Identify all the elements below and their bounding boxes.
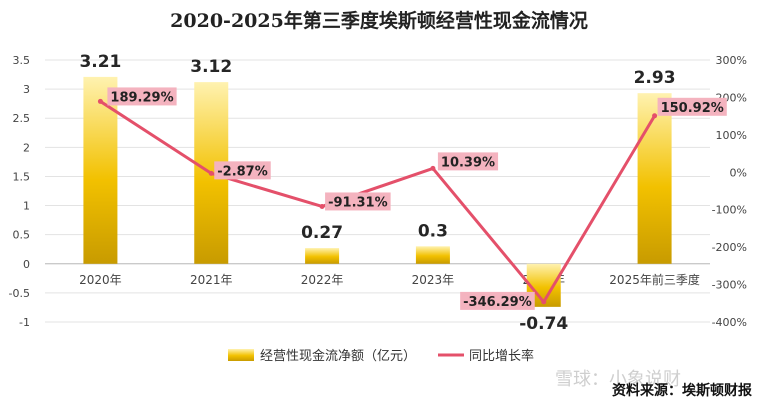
y-left-tick: 0.5 — [13, 229, 31, 242]
y-left-tick: 2 — [23, 141, 30, 154]
growth-value-label: 189.29% — [110, 90, 173, 105]
y-right-tick: 0% — [730, 166, 747, 179]
growth-point — [652, 113, 658, 119]
x-category-label: 2021年 — [190, 273, 233, 287]
watermark: 雪球：小象说财 — [555, 369, 681, 390]
y-left-tick: 2.5 — [13, 112, 31, 125]
y-left-tick: 1.5 — [13, 170, 31, 183]
growth-point — [541, 299, 547, 305]
growth-label-background — [325, 192, 391, 211]
legend: 经营性现金流净额（亿元） 同比增长率 — [228, 348, 534, 364]
growth-value-label: 150.92% — [661, 101, 724, 116]
y-left-tick: -1 — [19, 316, 30, 329]
y-left-tick: -0.5 — [9, 287, 30, 300]
growth-label-background — [460, 291, 535, 310]
bar-value-label: 2.93 — [634, 68, 676, 88]
growth-value-label: -346.29% — [463, 295, 532, 310]
bar-value-label: -0.74 — [519, 314, 568, 334]
x-category-label: 2025年前三季度 — [609, 272, 700, 287]
growth-label-background — [657, 97, 727, 116]
bar-value-label: 3.21 — [79, 52, 121, 72]
growth-point — [319, 203, 325, 209]
growth-point — [208, 170, 214, 176]
legend-bar-swatch — [228, 349, 254, 361]
chart-title: 2020-2025年第三季度埃斯顿经营性现金流情况 — [170, 9, 588, 32]
y-right-tick: -100% — [712, 204, 747, 217]
y-left-tick: 0 — [23, 258, 30, 271]
y-left-tick: 3.5 — [13, 54, 31, 67]
growth-label-background — [214, 161, 271, 180]
x-category-label: 2020年 — [79, 273, 122, 287]
legend-line-label: 同比增长率 — [469, 348, 534, 364]
label-layer: 3.21 3.12 0.27 0.3 -0.74 2.93 189.29% -2.87% -91… — [79, 52, 727, 334]
y-right-tick: -400% — [712, 316, 747, 329]
growth-line — [99, 100, 656, 304]
bar-layer — [83, 76, 672, 307]
growth-label-background — [437, 152, 499, 171]
y-left-tick: 3 — [23, 83, 30, 96]
bar-value-label: 0.3 — [418, 221, 448, 241]
line-layer — [97, 98, 658, 305]
growth-point — [430, 165, 436, 171]
legend-bar-label: 经营性现金流净额（亿元） — [260, 348, 416, 364]
y-left-tick: 1 — [23, 200, 30, 213]
x-category-label: 2023年 — [412, 273, 455, 287]
bar — [305, 248, 340, 264]
source-note: 资料来源：埃斯顿财报 — [612, 382, 752, 399]
growth-value-label: -91.31% — [328, 195, 388, 210]
y-right-tick: -300% — [712, 279, 747, 292]
growth-label-background — [107, 87, 177, 106]
bar — [637, 93, 672, 264]
y-right-tick: 100% — [716, 129, 747, 142]
bar-value-label: 0.27 — [301, 223, 343, 243]
growth-point — [97, 98, 103, 104]
bar-value-label: 3.12 — [190, 57, 232, 77]
bar — [415, 246, 450, 264]
growth-value-label: 10.39% — [441, 155, 495, 170]
x-category-label: 2022年 — [301, 273, 344, 287]
grid-layer: -1 -0.5 0 0.5 1 1.5 2 2.5 3 3.5 -400% -300% -200% -10… — [9, 54, 747, 329]
y-right-tick: -200% — [712, 241, 747, 254]
growth-value-label: -2.87% — [217, 164, 268, 179]
y-right-tick: 300% — [716, 54, 747, 67]
